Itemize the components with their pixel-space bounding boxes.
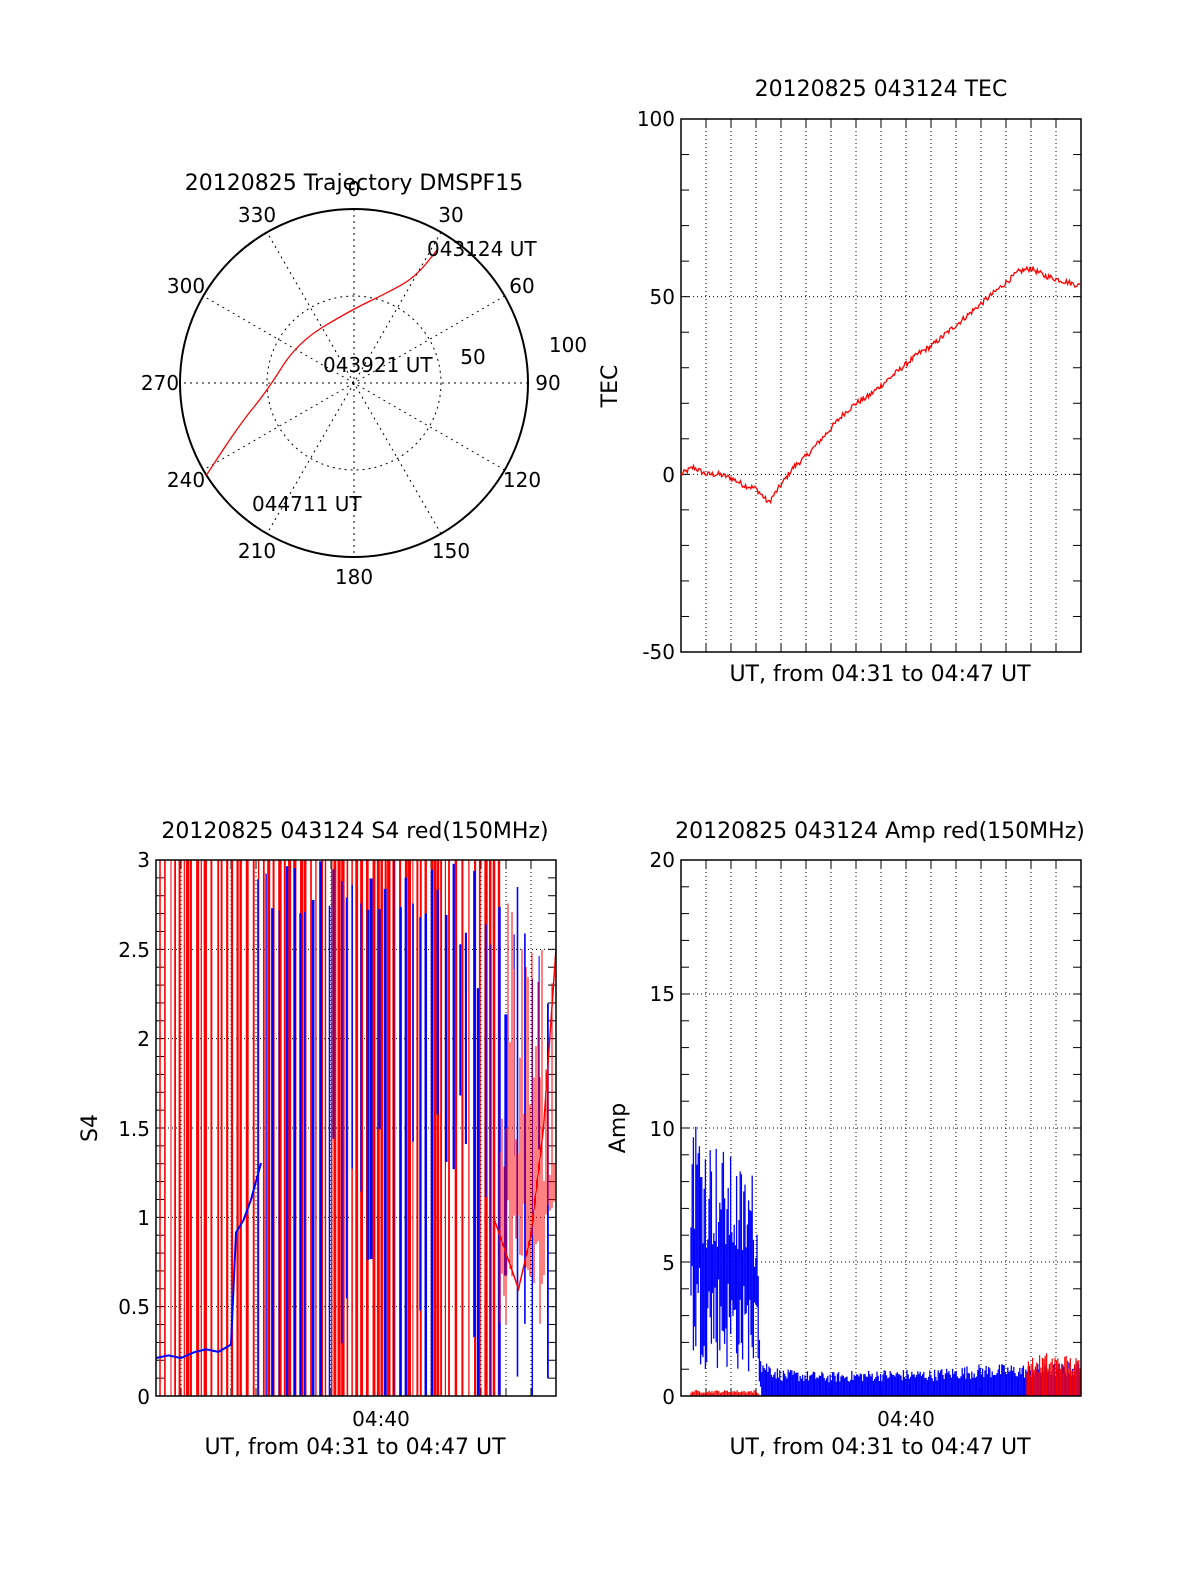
az-label-270: 270 (141, 371, 179, 395)
amp-ytick-5: 5 (662, 1251, 675, 1275)
s4-chart: 20120825 043124 S4 red(150MHz) 3 2.5 2 1… (78, 819, 557, 1460)
polar-title: 20120825 Trajectory DMSPF15 (185, 171, 523, 196)
s4-ytick-1.5: 1.5 (118, 1117, 150, 1141)
az-label-180: 180 (335, 565, 373, 589)
az-label-330: 330 (238, 203, 276, 227)
s4-ytick-2.5: 2.5 (118, 938, 150, 962)
amp-title: 20120825 043124 Amp red(150MHz) (675, 819, 1085, 844)
az-label-90: 90 (535, 371, 560, 395)
amp-ytick-15: 15 (650, 982, 675, 1006)
s4-spikes (159, 860, 555, 1396)
az-label-210: 210 (238, 539, 276, 563)
polar-trajectory-chart: 20120825 Trajectory DMSPF15 0 30 60 90 1… (141, 171, 587, 589)
amp-plot-frame (680, 859, 1082, 1397)
radial-label-50: 50 (460, 345, 485, 369)
amp-ytick-10: 10 (650, 1117, 675, 1141)
annotation-end-time: 044711 UT (252, 492, 362, 516)
tec-chart: 20120825 043124 TEC 100 50 0 -50 TEC UT,… (598, 77, 1082, 687)
tec-grid (681, 119, 1081, 652)
s4-ytick-2: 2 (137, 1027, 150, 1051)
amp-xlabel: UT, from 04:31 to 04:47 UT (729, 1435, 1031, 1460)
polar-spokes (180, 209, 528, 557)
az-label-150: 150 (432, 539, 470, 563)
s4-ytick-3: 3 (137, 848, 150, 872)
trajectory-line (205, 249, 438, 476)
s4-xlabel: UT, from 04:31 to 04:47 UT (204, 1435, 506, 1460)
s4-title: 20120825 043124 S4 red(150MHz) (161, 819, 548, 844)
annotation-mid-time: 043921 UT (323, 353, 433, 377)
az-label-30: 30 (438, 203, 463, 227)
s4-blue-series (155, 1162, 262, 1360)
amp-chart: 20120825 043124 Amp red(150MHz) 20 15 10… (606, 819, 1085, 1460)
s4-ytick-1: 1 (137, 1206, 150, 1230)
az-label-300: 300 (167, 274, 205, 298)
amp-ytick-0: 0 (662, 1385, 675, 1409)
az-label-240: 240 (167, 468, 205, 492)
az-label-60: 60 (509, 274, 534, 298)
tec-ylabel: TEC (598, 365, 623, 409)
s4-plot-frame (155, 859, 557, 1397)
amp-noise-bands (690, 1126, 1081, 1396)
az-label-120: 120 (503, 468, 541, 492)
amp-grid (681, 860, 1081, 1396)
polar-azimuth-labels: 0 30 60 90 120 150 180 210 240 270 300 3… (141, 177, 561, 589)
amp-xtick-0440: 04:40 (877, 1407, 935, 1431)
s4-xtick-0440: 04:40 (352, 1407, 410, 1431)
s4-red-series (492, 949, 557, 1292)
az-label-0: 0 (348, 177, 361, 201)
amp-ytick-20: 20 (650, 848, 675, 872)
s4-ytick-0: 0 (137, 1385, 150, 1409)
amp-ylabel: Amp (606, 1103, 631, 1153)
radial-label-100: 100 (549, 333, 587, 357)
tec-title: 20120825 043124 TEC (755, 77, 1008, 102)
tec-ytick-100: 100 (637, 107, 675, 131)
tec-ytick-0: 0 (662, 463, 675, 487)
tec-plot-frame (680, 118, 1082, 653)
s4-ytick-0.5: 0.5 (118, 1295, 150, 1319)
tec-ytick-50: 50 (650, 285, 675, 309)
s4-ylabel: S4 (78, 1114, 103, 1142)
tec-xlabel: UT, from 04:31 to 04:47 UT (729, 662, 1031, 687)
polar-spoke (266, 232, 442, 534)
polar-inner-circle (266, 295, 442, 471)
annotation-start-time: 043124 UT (427, 237, 537, 261)
tec-ytick-minus50: -50 (642, 640, 675, 664)
tec-series-line (680, 265, 1081, 505)
